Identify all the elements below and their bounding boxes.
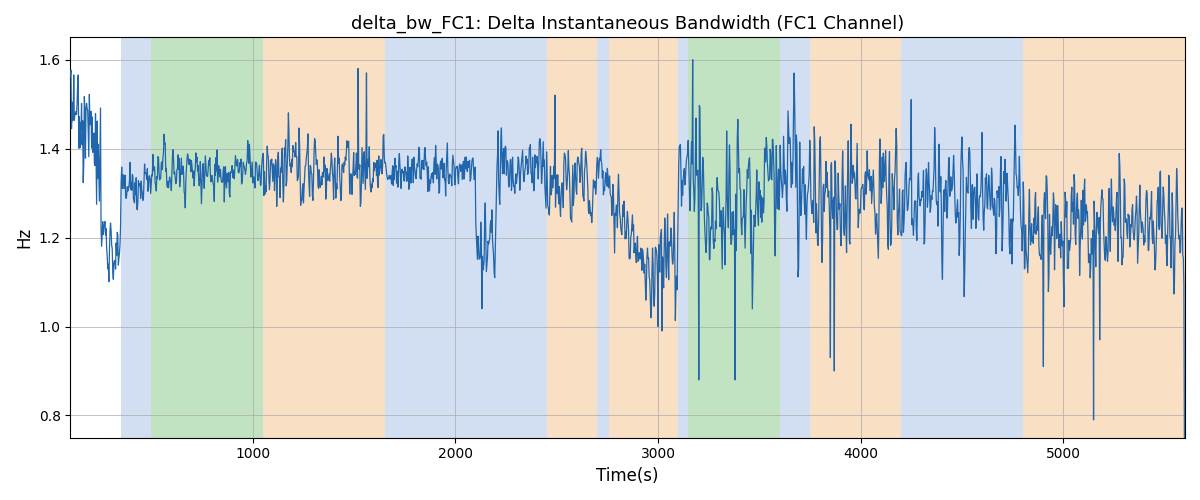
Bar bbox=[678, 38, 689, 438]
Bar bbox=[598, 38, 610, 438]
Bar bbox=[901, 38, 1022, 438]
Bar bbox=[780, 38, 810, 438]
Bar bbox=[610, 38, 678, 438]
X-axis label: Time(s): Time(s) bbox=[596, 467, 659, 485]
Bar bbox=[263, 38, 384, 438]
Title: delta_bw_FC1: Delta Instantaneous Bandwidth (FC1 Channel): delta_bw_FC1: Delta Instantaneous Bandwi… bbox=[352, 15, 905, 34]
Bar bbox=[384, 38, 547, 438]
Bar bbox=[121, 38, 151, 438]
Bar bbox=[547, 38, 598, 438]
Y-axis label: Hz: Hz bbox=[14, 227, 32, 248]
Bar bbox=[1022, 38, 1186, 438]
Bar bbox=[689, 38, 780, 438]
Bar bbox=[151, 38, 263, 438]
Bar bbox=[810, 38, 901, 438]
